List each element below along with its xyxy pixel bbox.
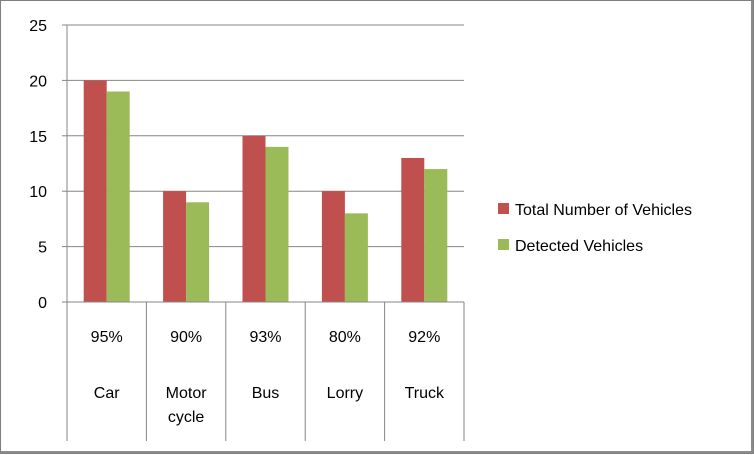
category-label: cycle xyxy=(168,409,205,426)
y-tick-label: 25 xyxy=(29,18,47,35)
percent-label: 92% xyxy=(408,329,440,346)
y-tick-label: 0 xyxy=(38,295,47,312)
legend-label: Total Number of Vehicles xyxy=(515,202,692,219)
percent-label: 90% xyxy=(170,329,202,346)
category-label: Bus xyxy=(252,385,280,402)
category-label: Motor xyxy=(166,385,208,402)
bars xyxy=(83,80,448,303)
category-label: Truck xyxy=(405,385,445,402)
legend-swatch xyxy=(498,203,509,214)
legend: Total Number of Vehicles Detected Vehicle… xyxy=(498,202,692,255)
bar xyxy=(242,135,266,302)
category-labels: 95% Car 90% Motor cycle 93% Bus 80% Lorry 92% Truc… xyxy=(91,329,445,426)
bar xyxy=(163,191,187,302)
y-tick-label: 5 xyxy=(38,240,47,257)
bar xyxy=(106,91,130,302)
y-axis: 0 5 10 15 20 25 xyxy=(29,18,464,441)
bar xyxy=(344,213,368,302)
y-tick-label: 10 xyxy=(29,184,47,201)
bar xyxy=(321,191,345,302)
bar xyxy=(83,80,107,303)
y-tick-label: 20 xyxy=(29,73,47,90)
bar xyxy=(401,157,425,302)
category-label: Car xyxy=(94,385,120,402)
legend-swatch xyxy=(498,239,509,250)
legend-label: Detected Vehicles xyxy=(515,238,643,255)
percent-label: 80% xyxy=(329,329,361,346)
percent-label: 93% xyxy=(249,329,281,346)
category-label: Lorry xyxy=(327,385,363,402)
bar xyxy=(186,202,210,302)
y-tick-label: 15 xyxy=(29,129,47,146)
bar xyxy=(424,169,448,302)
data-table xyxy=(145,302,465,441)
percent-label: 95% xyxy=(91,329,123,346)
bar xyxy=(265,146,289,302)
